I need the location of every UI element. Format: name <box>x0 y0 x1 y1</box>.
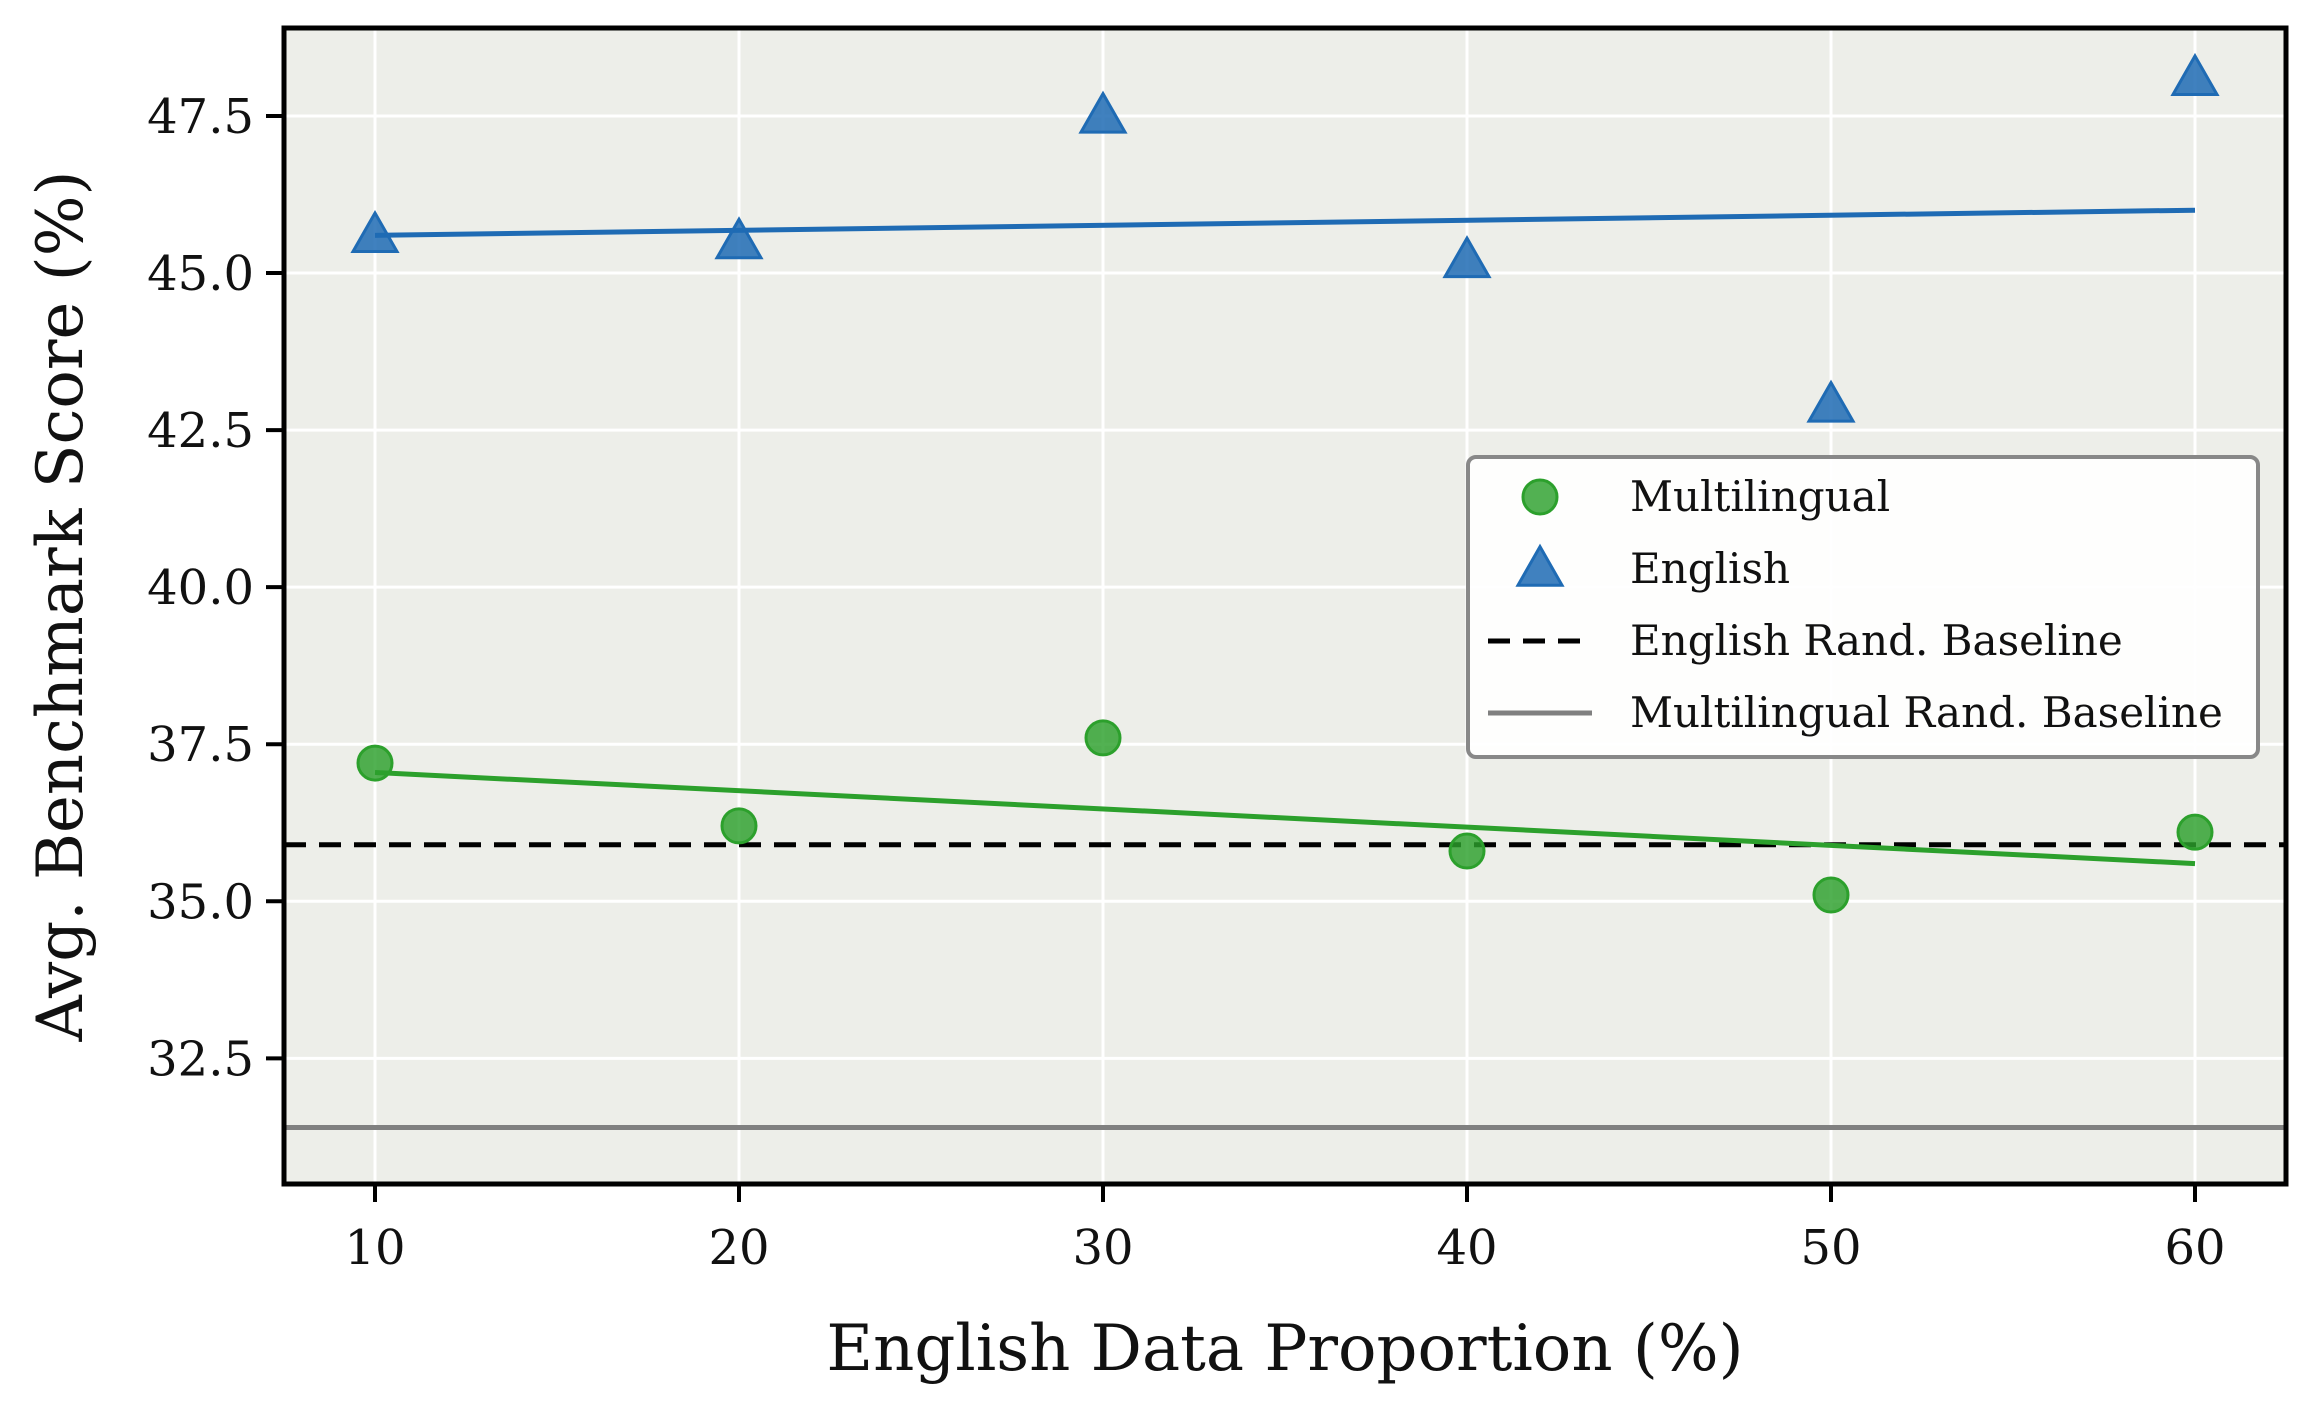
y-tick-label: 42.5 <box>147 403 254 459</box>
y-tick-label: 40.0 <box>147 560 254 616</box>
legend-box <box>1466 455 2260 759</box>
x-tick-label: 10 <box>344 1220 405 1276</box>
y-tick-label: 37.5 <box>147 717 254 773</box>
axis-ticks: 10 20 30 40 50 60 32.5 35.0 37.5 40.0 42.5 45.0 47.5 <box>147 89 2225 1276</box>
legend-marker <box>1521 478 1559 516</box>
data-point <box>1078 90 1128 134</box>
legend-label: English Rand. Baseline <box>1630 616 2123 665</box>
legend-marker <box>1515 543 1565 587</box>
x-axis-label: English Data Proportion (%) <box>826 1312 1743 1386</box>
legend-label: Multilingual Rand. Baseline <box>1630 688 2223 737</box>
data-point <box>1812 876 1850 914</box>
y-tick-label: 47.5 <box>147 89 254 145</box>
x-tick-label: 60 <box>2164 1220 2225 1276</box>
trend-line <box>374 769 2196 867</box>
baselines <box>284 842 2286 1130</box>
data-point <box>350 209 400 254</box>
y-axis-label: Avg. Benchmark Score (%) <box>24 171 98 1043</box>
x-tick-label: 40 <box>1436 1220 1497 1276</box>
x-tick-label: 50 <box>1800 1220 1861 1276</box>
trend-line <box>374 207 2196 238</box>
legend: Multilingual English English Rand. Baselin… <box>1466 455 2260 759</box>
y-tick-label: 35.0 <box>147 874 254 930</box>
data-point <box>720 807 758 845</box>
data-point <box>2170 52 2220 96</box>
legend-label: Multilingual <box>1630 472 1890 521</box>
data-point <box>1448 832 1486 870</box>
data-point <box>2176 813 2214 851</box>
x-tick-label: 30 <box>1072 1220 1133 1276</box>
y-tick-label: 32.5 <box>147 1031 254 1087</box>
data-point <box>1442 235 1492 279</box>
x-tick-label: 20 <box>708 1220 769 1276</box>
plot-frame <box>281 25 2289 1187</box>
data-point <box>1084 719 1122 757</box>
data-point <box>356 744 394 782</box>
data-point <box>1806 379 1856 423</box>
legend-label: English <box>1630 544 1790 593</box>
y-tick-label: 45.0 <box>147 246 254 302</box>
trend-lines <box>374 207 2196 867</box>
data-points <box>350 52 2220 914</box>
data-point <box>714 216 764 260</box>
